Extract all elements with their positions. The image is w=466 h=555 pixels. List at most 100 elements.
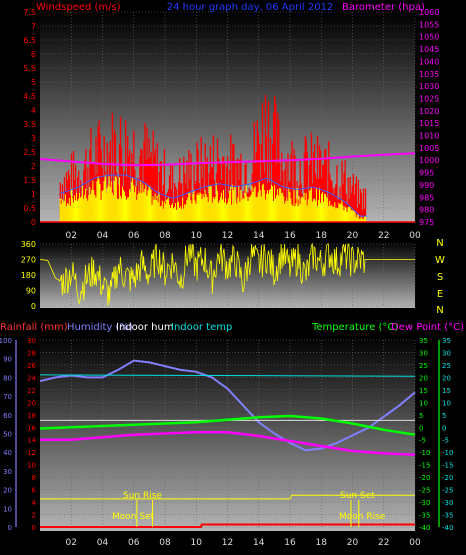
barometer-y-tick: 1025 xyxy=(419,94,439,103)
wind-y-tick: 2.5 xyxy=(23,148,36,157)
wind-x-tick: 00 xyxy=(409,231,421,241)
humidity-y-tick: 0 xyxy=(8,524,12,532)
rainfall-y-tick: 0 xyxy=(32,524,36,532)
wind-y-tick: 6.5 xyxy=(23,36,36,45)
temperature-y-tick: 35 xyxy=(419,337,428,345)
humidity-y-tick: 100 xyxy=(0,337,12,345)
humidity-y-tick: 90 xyxy=(3,356,12,364)
rainfall-y-tick: 4 xyxy=(32,499,37,507)
dewpoint-y-tick: -30 xyxy=(442,499,453,507)
direction-y-tick: 90 xyxy=(26,287,36,296)
dewpoint-y-tick: -10 xyxy=(442,449,453,457)
wind-x-tick: 08 xyxy=(159,231,171,241)
sun-set-label: Sun Set xyxy=(340,491,375,501)
temperature-y-tick: -40 xyxy=(419,524,430,532)
climate-x-tick: 06 xyxy=(128,538,140,548)
climate-x-tick: 04 xyxy=(97,538,109,548)
wind-y-tick: 0.5 xyxy=(23,204,36,213)
series-line-daylight xyxy=(40,494,415,500)
barometer-y-tick: 1035 xyxy=(419,70,439,79)
wind-x-tick: 22 xyxy=(378,231,389,241)
rainfall-y-tick: 22 xyxy=(27,387,36,395)
compass-label: N xyxy=(436,305,443,316)
barometer-y-tick: 975 xyxy=(419,218,434,227)
barometer-y-tick: 995 xyxy=(419,169,434,178)
compass-label: W xyxy=(435,255,445,266)
wind-x-tick: 04 xyxy=(97,231,109,241)
temperature-y-tick: 20 xyxy=(419,374,428,382)
temperature-y-tick: -35 xyxy=(419,512,430,520)
wind-x-tick: 14 xyxy=(253,231,265,241)
rainfall-y-tick: 8 xyxy=(32,474,36,482)
dewpoint-y-tick: 5 xyxy=(442,412,446,420)
rainfall-y-tick: 6 xyxy=(32,487,37,495)
dewpoint-y-tick: 35 xyxy=(442,337,451,345)
barometer-y-tick: 1005 xyxy=(419,144,439,153)
wind-y-tick: 4.5 xyxy=(23,92,36,101)
wind-x-tick: 02 xyxy=(66,231,77,241)
moon-rise-label: Moon Rise xyxy=(339,512,386,522)
barometer-y-tick: 1015 xyxy=(419,119,439,128)
barometer-y-tick: 1055 xyxy=(419,20,439,29)
temperature-y-tick: -30 xyxy=(419,499,430,507)
dewpoint-y-tick: -5 xyxy=(442,437,449,445)
barometer-line xyxy=(39,152,416,167)
barometer-y-tick: 1050 xyxy=(419,33,439,42)
rainfall-y-tick: 24 xyxy=(27,374,36,382)
compass-label: S xyxy=(437,272,443,283)
temperature-y-tick: 0 xyxy=(419,424,423,432)
rainfall-y-tick: 26 xyxy=(27,362,36,370)
barometer-axis-title: Barometer (hpa) xyxy=(342,2,425,13)
wind-y-tick: 7 xyxy=(31,22,36,31)
temperature-y-tick: 15 xyxy=(419,387,428,395)
climate-x-tick: 16 xyxy=(284,538,296,548)
legend-rainfall: Rainfall (mm) xyxy=(0,322,68,333)
wind-x-tick: 20 xyxy=(347,231,359,241)
dewpoint-y-tick: 20 xyxy=(442,374,451,382)
climate-x-tick: 08 xyxy=(159,538,171,548)
dewpoint-y-tick: -40 xyxy=(442,524,453,532)
sun-rise-label: Sun Rise xyxy=(123,491,162,501)
dewpoint-y-tick: -15 xyxy=(442,462,453,470)
direction-y-tick: 360 xyxy=(21,240,36,249)
temperature-y-tick: 10 xyxy=(419,399,428,407)
legend-humidity: Humidity (%) xyxy=(67,322,133,333)
rainfall-y-tick: 28 xyxy=(27,349,36,357)
humidity-y-tick: 20 xyxy=(3,487,12,495)
rainfall-y-tick: 16 xyxy=(27,424,36,432)
rainfall-y-tick: 18 xyxy=(27,412,36,420)
chart-title: 24 hour graph day, 06 April 2012 xyxy=(167,2,334,13)
direction-line xyxy=(39,242,415,307)
direction-y-tick: 270 xyxy=(21,256,36,265)
climate-x-tick: 20 xyxy=(347,538,359,548)
wind-x-tick: 16 xyxy=(284,231,296,241)
direction-y-tick: 180 xyxy=(21,271,36,280)
barometer-y-tick: 1010 xyxy=(419,132,439,141)
wind-axis-title: Windspeed (m/s) xyxy=(36,2,121,13)
climate-x-tick: 22 xyxy=(378,538,389,548)
wind-plot xyxy=(39,95,416,223)
humidity-y-tick: 40 xyxy=(3,449,12,457)
climate-x-tick: 00 xyxy=(409,538,421,548)
barometer-y-tick: 990 xyxy=(419,181,434,190)
wind-y-tick: 0 xyxy=(31,218,36,227)
climate-x-tick: 10 xyxy=(191,538,203,548)
compass-label: N xyxy=(436,238,443,249)
humidity-y-tick: 60 xyxy=(3,412,12,420)
series-line-temperature-c xyxy=(39,414,416,436)
dewpoint-y-tick: -25 xyxy=(442,487,453,495)
temperature-y-tick: 30 xyxy=(419,349,428,357)
series-line-humidity xyxy=(39,359,416,452)
rainfall-y-tick: 2 xyxy=(32,512,36,520)
wind-x-tick: 12 xyxy=(222,231,233,241)
series-line-dew-point-c xyxy=(40,431,416,456)
humidity-y-tick: 50 xyxy=(3,431,12,439)
wind-mean-line xyxy=(60,174,367,217)
barometer-y-tick: 985 xyxy=(419,193,434,202)
barometer-y-tick: 1060 xyxy=(419,8,439,17)
temperature-y-tick: 25 xyxy=(419,362,428,370)
sun-moon-annotations: Sun Rise Moon Set Sun Set Moon Rise xyxy=(112,491,386,522)
dewpoint-y-tick: -35 xyxy=(442,512,453,520)
rainfall-y-tick: 14 xyxy=(27,437,36,445)
series-line-indoor-temp xyxy=(39,374,416,377)
